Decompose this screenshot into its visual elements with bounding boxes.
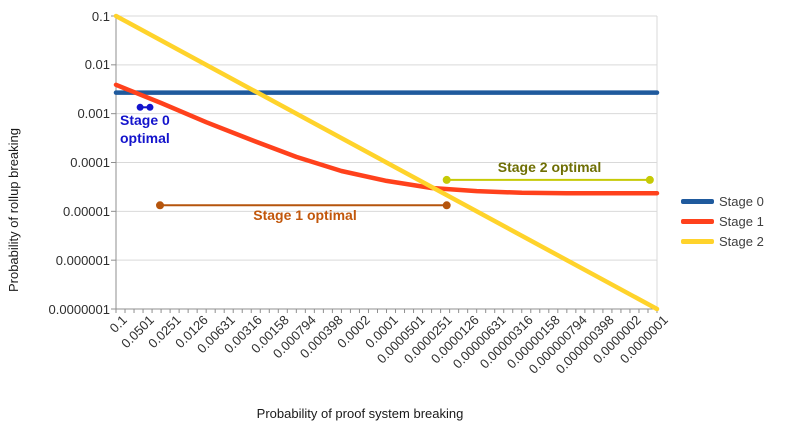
legend-item-stage1: Stage 1 (681, 211, 764, 231)
annotation-stage2-optimal: Stage 2 optimal (497, 159, 602, 175)
y-tick-label: 0.1 (91, 8, 110, 24)
x-axis-title: Probability of proof system breaking (256, 406, 464, 421)
legend-swatch-stage1 (681, 218, 714, 224)
y-axis-title: Probability of rollup breaking (6, 127, 21, 293)
stage0-optimal-marker (136, 103, 154, 111)
annotation-stage0-line1: Stage 0 (120, 112, 170, 128)
legend-item-stage2: Stage 2 (681, 231, 764, 251)
y-tick-label: 0.000001 (55, 252, 110, 268)
annotation-stage1-optimal: Stage 1 optimal (253, 207, 357, 223)
y-tick-label: 0.0000001 (48, 301, 110, 317)
legend-label-stage1: Stage 1 (719, 213, 764, 229)
stage2-optimal-marker (442, 175, 654, 184)
series-line-stage-1 (113, 82, 660, 196)
legend-label-stage2: Stage 2 (719, 233, 764, 249)
axes (111, 15, 658, 313)
annotation-stage0-line2: optimal (120, 130, 170, 146)
chart-legend: Stage 0 Stage 1 Stage 2 (681, 191, 764, 251)
legend-label-stage0: Stage 0 (719, 193, 764, 209)
y-tick-label: 0.01 (84, 57, 110, 73)
legend-swatch-stage0 (681, 198, 714, 204)
legend-swatch-stage2 (681, 238, 714, 244)
series-line-stage-2 (113, 13, 660, 312)
y-tick-label: 0.00001 (63, 203, 110, 219)
stage1-optimal-marker (156, 201, 451, 210)
y-tick-label: 0.0001 (70, 155, 110, 170)
annotation-stage0-optimal: Stage 0 optimal (120, 111, 190, 147)
y-tick-label: 0.001 (77, 106, 110, 122)
legend-item-stage0: Stage 0 (681, 191, 764, 211)
